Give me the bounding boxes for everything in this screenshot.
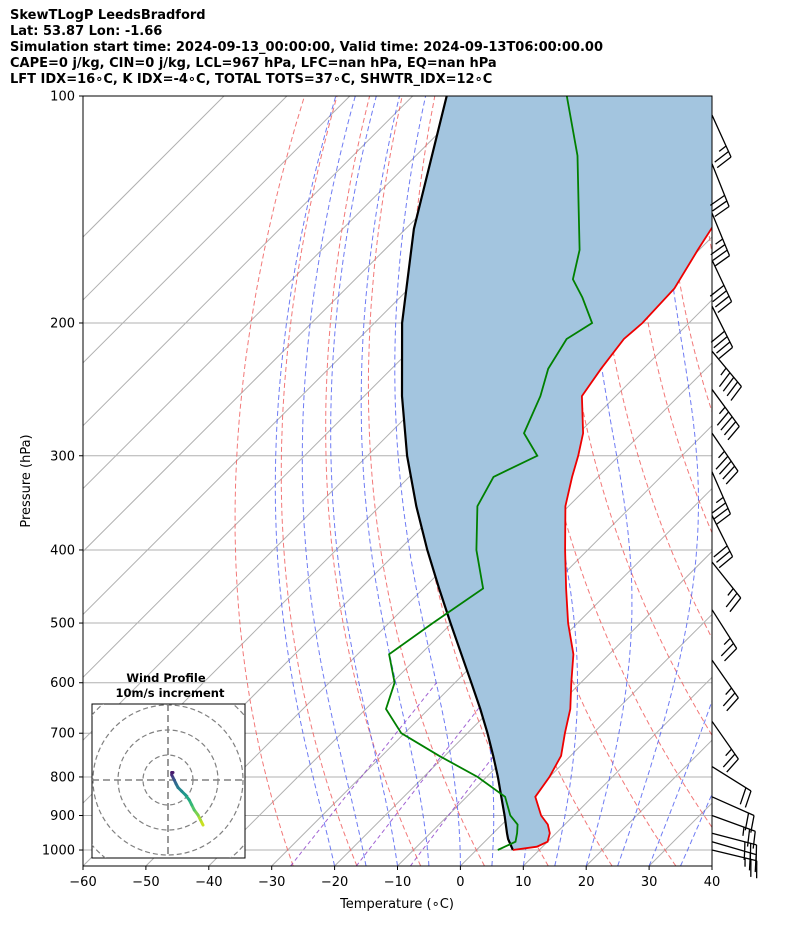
x-tick-label: 0 bbox=[456, 875, 464, 890]
y-tick-label: 300 bbox=[50, 449, 75, 464]
isotherm-line bbox=[711, 865, 712, 866]
parcel-profile-line bbox=[400, 96, 514, 851]
wind-barb bbox=[711, 561, 742, 613]
dry-adiabat bbox=[662, 96, 712, 414]
isotherm-line bbox=[83, 96, 225, 238]
isotherm-line bbox=[460, 613, 712, 866]
y-tick-label: 500 bbox=[50, 617, 75, 632]
isotherm-line bbox=[83, 96, 414, 427]
wind-barb bbox=[709, 259, 733, 313]
wind-barbs bbox=[709, 114, 758, 879]
dry-adiabat bbox=[595, 96, 712, 640]
wind-barb bbox=[711, 720, 739, 773]
cin-shade bbox=[402, 96, 712, 850]
moist-adiabat bbox=[648, 699, 712, 866]
wind-barb bbox=[711, 659, 739, 712]
wind-profile-inset: Wind Profile 10m/s increment bbox=[91, 671, 246, 859]
wind-barb bbox=[711, 766, 752, 808]
moist-adiabat bbox=[274, 96, 337, 866]
isotherm-line bbox=[83, 96, 351, 364]
wind-barb bbox=[710, 305, 734, 360]
x-tick-label: 30 bbox=[641, 875, 658, 890]
profile-lines bbox=[385, 96, 712, 851]
y-tick-label: 400 bbox=[50, 543, 75, 558]
dry-adiabat bbox=[234, 96, 305, 866]
time-line: Simulation start time: 2024-09-13_00:00:… bbox=[10, 40, 603, 55]
wind-barb bbox=[711, 849, 758, 879]
dry-adiabat bbox=[367, 96, 485, 866]
x-axis-label: Temperature (∘C) bbox=[339, 897, 454, 912]
x-tick-label: −30 bbox=[258, 875, 285, 890]
dewpoint-line bbox=[385, 96, 594, 851]
isotherm-line bbox=[83, 96, 288, 301]
wind-barb bbox=[711, 432, 739, 485]
wind-barb bbox=[710, 212, 731, 267]
wind-barb bbox=[711, 350, 742, 401]
isotherm-line bbox=[83, 96, 476, 490]
isotherm-line bbox=[83, 96, 539, 553]
wind-barb bbox=[711, 515, 734, 569]
x-tick-label: −60 bbox=[69, 875, 96, 890]
mixing-ratio-line bbox=[409, 682, 550, 866]
index-line: LFT IDX=16∘C, K IDX=-4∘C, TOTAL TOTS=37∘… bbox=[10, 72, 493, 87]
wind-profile-title: Wind Profile bbox=[126, 671, 206, 685]
location-line: Lat: 53.87 Lon: -1.66 bbox=[10, 24, 163, 39]
y-tick-label: 1000 bbox=[42, 844, 75, 859]
wind-barb bbox=[709, 163, 730, 218]
wind-barb bbox=[711, 609, 738, 662]
x-tick-label: −20 bbox=[321, 875, 348, 890]
moist-adiabat bbox=[394, 96, 461, 866]
axes: −60 −50 −40 −30 −20 −10 0 10 20 30 40 1000 900 800 700… bbox=[42, 90, 720, 891]
dry-adiabat bbox=[728, 96, 794, 866]
y-tick-label: 600 bbox=[50, 676, 75, 691]
chart-title: SkewTLogP LeedsBradford bbox=[10, 8, 206, 23]
y-axis-label: Pressure (hPa) bbox=[19, 434, 34, 527]
x-tick-label: −10 bbox=[384, 875, 411, 890]
wind-barb bbox=[711, 841, 757, 873]
moist-adiabat bbox=[680, 793, 712, 866]
moist-adiabat bbox=[301, 96, 367, 866]
isotherm-line bbox=[271, 424, 712, 866]
isotherm-line bbox=[522, 676, 712, 866]
moist-adiabat bbox=[617, 96, 699, 866]
y-tick-label: 200 bbox=[50, 316, 75, 331]
cape-cin-shading bbox=[402, 96, 712, 850]
dry-adiabat bbox=[325, 96, 422, 866]
isotherm-line bbox=[334, 487, 712, 866]
y-tick-label: 100 bbox=[50, 90, 75, 105]
temperature-line bbox=[512, 226, 712, 851]
wind-barb bbox=[711, 814, 756, 849]
x-tick-label: 20 bbox=[578, 875, 595, 890]
y-tick-label: 800 bbox=[50, 770, 75, 785]
y-tick-label: 700 bbox=[50, 727, 75, 742]
cape-line: CAPE=0 j/kg, CIN=0 j/kg, LCL=967 hPa, LF… bbox=[10, 56, 497, 71]
wind-barb bbox=[711, 471, 732, 525]
x-tick-label: −50 bbox=[132, 875, 159, 890]
dry-adiabat bbox=[280, 96, 358, 866]
chart-header: SkewTLogP LeedsBradford Lat: 53.87 Lon: … bbox=[10, 8, 603, 88]
mixing-ratio-line bbox=[355, 682, 499, 866]
moist-adiabat bbox=[585, 96, 633, 866]
wind-profile-subtitle: 10m/s increment bbox=[116, 686, 225, 700]
x-tick-label: −40 bbox=[195, 875, 222, 890]
wind-barb bbox=[711, 832, 758, 863]
moist-adiabat bbox=[330, 96, 398, 866]
x-tick-label: 40 bbox=[704, 875, 721, 890]
mixing-ratio-line bbox=[290, 682, 437, 866]
x-tick-label: 10 bbox=[515, 875, 532, 890]
wind-barb bbox=[711, 389, 740, 441]
dry-adiabat bbox=[761, 96, 794, 866]
wind-barb bbox=[711, 796, 755, 833]
y-tick-label: 900 bbox=[50, 809, 75, 824]
wind-barb bbox=[711, 114, 732, 169]
